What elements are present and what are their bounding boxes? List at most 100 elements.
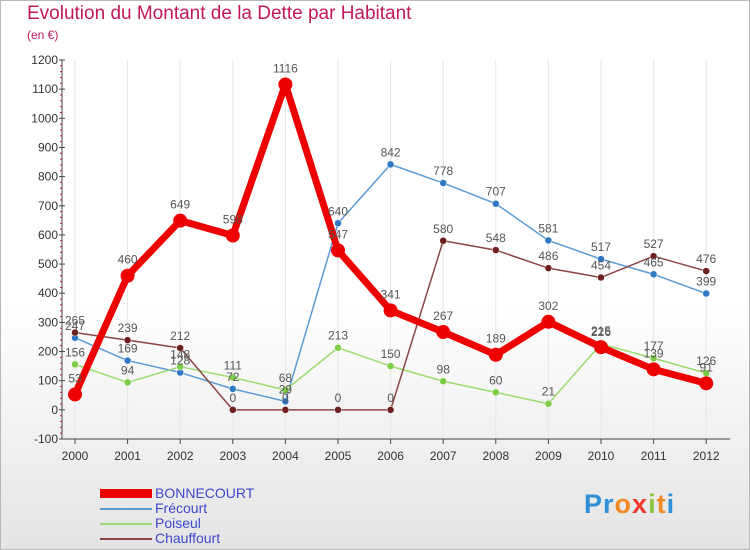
- data-point-poiseul: [649, 354, 658, 362]
- data-label-frecourt: 581: [538, 221, 558, 235]
- y-tick-label: 1100: [32, 82, 58, 96]
- x-tick-label: 2004: [272, 449, 299, 463]
- data-label-chauffourt: 580: [433, 222, 453, 236]
- data-label-chauffourt: 527: [644, 237, 664, 251]
- logo-letter: P: [584, 489, 604, 519]
- data-point-bonnecourt: [488, 347, 503, 362]
- y-tick-label: 400: [38, 286, 58, 300]
- data-label-chauffourt: 476: [696, 252, 716, 266]
- data-label-poiseul: 177: [644, 339, 664, 353]
- data-point-poiseul: [544, 399, 553, 408]
- logo-letter: i: [648, 489, 657, 519]
- data-point-bonnecourt: [120, 268, 135, 283]
- data-point-poiseul: [386, 362, 395, 370]
- series-layer: [68, 77, 714, 414]
- y-tick-label: 700: [38, 199, 58, 213]
- data-point-frecourt: [386, 160, 395, 169]
- x-tick-label: 2012: [693, 449, 720, 463]
- x-tick-label: 2000: [62, 449, 89, 463]
- logo-letter: r: [603, 489, 615, 519]
- logo-letter: i: [666, 489, 676, 519]
- legend-label-poiseul: Poiseul: [155, 515, 201, 531]
- legend-label-chauffourt: Chauffourt: [155, 530, 221, 546]
- data-label-chauffourt: 486: [538, 249, 558, 263]
- chart-subtitle: (en €): [27, 28, 59, 42]
- x-tick-label: 2006: [377, 449, 404, 463]
- data-label-frecourt: 169: [118, 342, 138, 356]
- data-label-bonnecourt: 189: [486, 332, 506, 346]
- y-tick-label: 800: [38, 170, 58, 184]
- data-point-chauffourt: [123, 336, 132, 344]
- data-label-bonnecourt: 547: [328, 227, 348, 241]
- data-point-bonnecourt: [594, 340, 608, 355]
- data-label-bonnecourt: 598: [223, 213, 243, 227]
- data-label-chauffourt: 0: [387, 391, 394, 405]
- data-label-poiseul: 98: [437, 362, 451, 376]
- data-label-poiseul: 111: [224, 358, 243, 372]
- x-tick-label: 2011: [641, 449, 667, 463]
- y-tick-label: 500: [38, 257, 58, 271]
- data-point-chauffourt: [386, 406, 395, 414]
- data-label-frecourt: 465: [644, 255, 664, 269]
- data-point-bonnecourt: [331, 243, 345, 258]
- data-point-bonnecourt: [541, 314, 556, 329]
- legend-item-poiseul: Poiseul: [100, 515, 320, 531]
- logo-letter: o: [614, 489, 633, 519]
- data-label-bonnecourt: 267: [433, 309, 453, 323]
- data-point-chauffourt: [492, 246, 500, 254]
- data-label-frecourt: 517: [591, 240, 611, 254]
- y-tick-label: 300: [38, 315, 58, 329]
- data-label-frecourt: 778: [433, 164, 453, 178]
- data-label-bonnecourt: 91: [700, 360, 714, 374]
- x-tick-label: 2009: [535, 449, 562, 463]
- grid-layer: [74, 60, 707, 439]
- data-point-frecourt: [439, 179, 447, 187]
- data-point-frecourt: [544, 236, 553, 245]
- data-point-poiseul: [176, 362, 184, 371]
- y-tick-label: 900: [38, 140, 58, 154]
- y-tick-label: 100: [38, 374, 58, 388]
- data-label-chauffourt: 0: [229, 391, 236, 405]
- data-label-frecourt: 707: [486, 185, 506, 199]
- data-point-poiseul: [229, 373, 237, 382]
- data-label-poiseul: 68: [279, 371, 293, 385]
- data-point-frecourt: [649, 270, 658, 279]
- data-point-chauffourt: [544, 264, 553, 272]
- data-label-bonnecourt: 460: [118, 253, 138, 267]
- axes-layer: -100010020030040050060070080090010001100…: [31, 53, 730, 463]
- legend-swatch-bonnecourt: [100, 489, 152, 498]
- y-tick-label: 1200: [31, 53, 58, 67]
- x-tick-label: 2007: [430, 449, 457, 463]
- data-point-frecourt: [597, 255, 605, 263]
- data-label-chauffourt: 212: [170, 329, 190, 343]
- data-label-bonnecourt: 53: [68, 371, 82, 385]
- x-tick-label: 2005: [325, 449, 352, 463]
- data-point-bonnecourt: [68, 387, 82, 402]
- data-label-frecourt: 247: [65, 319, 85, 333]
- legend-swatch-poiseul: [100, 523, 152, 525]
- x-tick-label: 2002: [167, 449, 194, 463]
- data-point-bonnecourt: [225, 228, 240, 243]
- data-point-poiseul: [334, 343, 342, 352]
- data-point-frecourt: [123, 356, 132, 365]
- data-point-chauffourt: [71, 328, 79, 337]
- data-label-poiseul: 60: [489, 373, 503, 387]
- x-tick-label: 2008: [482, 449, 509, 463]
- data-label-chauffourt: 0: [282, 391, 289, 405]
- data-point-poiseul: [123, 378, 132, 387]
- data-point-bonnecourt: [173, 213, 188, 228]
- x-tick-label: 2010: [588, 449, 615, 463]
- data-label-frecourt: 72: [226, 370, 240, 384]
- data-point-bonnecourt: [436, 325, 451, 340]
- data-label-bonnecourt: 215: [591, 324, 611, 338]
- data-label-frecourt: 29: [279, 382, 293, 396]
- data-point-chauffourt: [229, 406, 237, 414]
- data-point-frecourt: [702, 289, 710, 298]
- data-label-poiseul: 226: [591, 325, 611, 339]
- data-label-bonnecourt: 649: [170, 198, 190, 212]
- x-tick-label: 2003: [219, 449, 246, 463]
- legend-label-bonnecourt: BONNECOURT: [155, 485, 255, 501]
- legend-label-frecourt: Frécourt: [155, 500, 208, 516]
- data-label-poiseul: 150: [381, 347, 401, 361]
- legend-swatch-frecourt: [100, 508, 152, 510]
